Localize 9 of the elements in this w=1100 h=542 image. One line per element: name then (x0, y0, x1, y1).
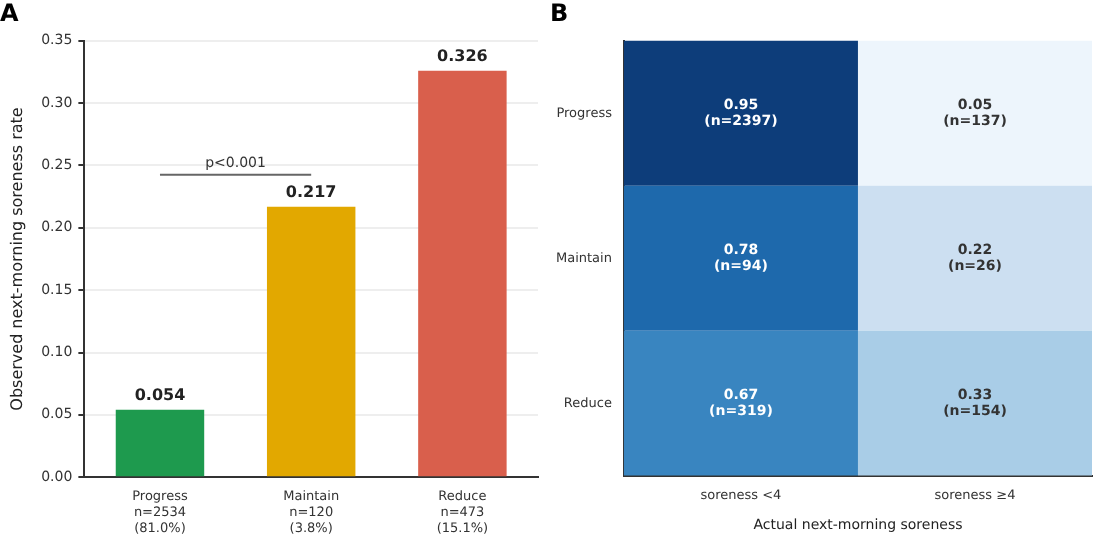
bar (115, 409, 205, 477)
bar (418, 70, 507, 477)
y-axis-title: Observed next-morning soreness rate (7, 107, 26, 411)
chart-title: A (0, 0, 20, 27)
data-label: 0.217 (285, 182, 337, 201)
bar (266, 206, 356, 477)
data-label: 0.326 (437, 46, 489, 65)
data-label: 0.054 (134, 386, 187, 405)
chart-title: B (550, 0, 569, 27)
